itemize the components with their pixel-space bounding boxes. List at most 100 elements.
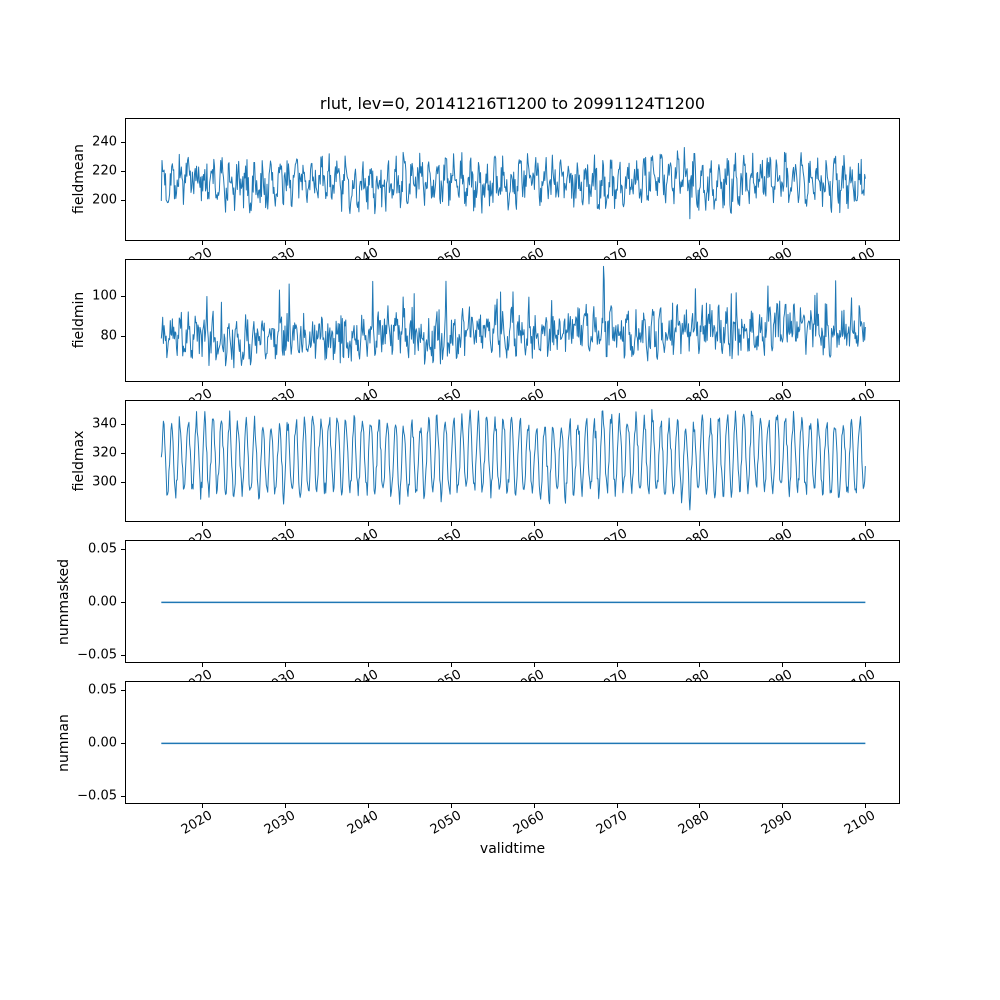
x-tick-label: 2100 bbox=[842, 808, 879, 838]
y-tick-mark bbox=[121, 481, 125, 483]
line-series-fieldmean bbox=[126, 119, 901, 242]
y-tick-mark bbox=[121, 452, 125, 454]
x-tick-mark bbox=[698, 522, 700, 527]
y-axis-label-fieldmean: fieldmean bbox=[71, 144, 88, 215]
x-tick-mark bbox=[450, 663, 452, 668]
line-series-fieldmin bbox=[126, 259, 901, 383]
x-tick-label: 2020 bbox=[178, 808, 216, 838]
y-tick-mark bbox=[121, 295, 125, 297]
chart-title: rlut, lev=0, 20141216T1200 to 20991124T1… bbox=[319, 94, 706, 113]
y-tick-label: −0.05 bbox=[77, 647, 117, 663]
y-tick-label: 0.00 bbox=[88, 735, 117, 751]
x-tick-mark bbox=[450, 381, 452, 386]
x-tick-mark bbox=[284, 804, 286, 808]
y-tick-label: 300 bbox=[92, 474, 117, 490]
y-tick-mark bbox=[121, 335, 125, 337]
y-axis-label-nummasked: nummasked bbox=[56, 558, 73, 645]
x-tick-mark bbox=[533, 522, 535, 527]
x-tick-mark bbox=[781, 804, 783, 808]
line-series-nummasked bbox=[126, 541, 901, 665]
x-tick-mark bbox=[864, 240, 866, 245]
x-tick-label: 2090 bbox=[759, 808, 796, 838]
subplot-fieldmin bbox=[125, 258, 901, 383]
x-tick-mark bbox=[781, 240, 783, 245]
x-tick-mark bbox=[201, 240, 203, 245]
y-tick-label: 80 bbox=[100, 328, 117, 344]
y-tick-mark bbox=[121, 742, 125, 744]
y-tick-label: 200 bbox=[92, 192, 117, 208]
x-tick-label: 2060 bbox=[510, 808, 547, 838]
x-tick-mark bbox=[781, 381, 783, 386]
y-tick-mark bbox=[121, 423, 125, 425]
x-tick-mark bbox=[201, 804, 203, 808]
x-tick-mark bbox=[616, 804, 618, 808]
y-tick-mark bbox=[121, 601, 125, 603]
y-tick-label: 220 bbox=[92, 163, 117, 179]
y-axis-label-fieldmin: fieldmin bbox=[71, 291, 88, 349]
line-series-numnan bbox=[126, 682, 901, 805]
x-tick-mark bbox=[698, 804, 700, 808]
x-tick-mark bbox=[616, 663, 618, 668]
y-tick-label: 320 bbox=[92, 445, 117, 461]
x-tick-mark bbox=[781, 663, 783, 668]
y-tick-mark bbox=[121, 654, 125, 656]
x-tick-mark bbox=[284, 240, 286, 245]
x-tick-mark bbox=[201, 381, 203, 386]
x-tick-label: 2030 bbox=[261, 808, 298, 838]
x-tick-mark bbox=[367, 804, 369, 808]
y-tick-label: 340 bbox=[92, 416, 117, 432]
subplot-fieldmax bbox=[125, 399, 901, 524]
y-tick-mark bbox=[121, 689, 125, 691]
y-tick-label: 100 bbox=[92, 288, 117, 304]
x-tick-mark bbox=[698, 663, 700, 668]
y-tick-label: 0.05 bbox=[88, 541, 117, 557]
x-tick-mark bbox=[616, 522, 618, 527]
y-tick-label: 0.00 bbox=[88, 594, 117, 610]
x-tick-label: 2080 bbox=[676, 808, 713, 838]
x-tick-mark bbox=[367, 663, 369, 668]
y-tick-mark bbox=[121, 141, 125, 143]
x-tick-mark bbox=[698, 240, 700, 245]
x-tick-label: 2040 bbox=[344, 808, 381, 838]
y-tick-mark bbox=[121, 795, 125, 797]
x-tick-mark bbox=[284, 663, 286, 668]
x-tick-mark bbox=[616, 240, 618, 245]
y-tick-mark bbox=[121, 548, 125, 550]
y-tick-mark bbox=[121, 199, 125, 201]
x-tick-mark bbox=[367, 522, 369, 527]
x-tick-label: 2070 bbox=[593, 808, 630, 838]
y-tick-label: 240 bbox=[92, 134, 117, 150]
y-tick-label: 0.05 bbox=[88, 682, 117, 698]
y-tick-mark bbox=[121, 170, 125, 172]
x-tick-mark bbox=[533, 240, 535, 245]
x-tick-mark bbox=[616, 381, 618, 386]
y-tick-label: −0.05 bbox=[77, 788, 117, 804]
x-tick-mark bbox=[864, 381, 866, 386]
x-tick-mark bbox=[201, 522, 203, 527]
x-tick-mark bbox=[533, 381, 535, 386]
x-tick-mark bbox=[864, 804, 866, 808]
subplot-fieldmean bbox=[125, 118, 901, 242]
x-tick-mark bbox=[864, 663, 866, 668]
x-tick-mark bbox=[367, 240, 369, 245]
y-axis-label-numnan: numnan bbox=[56, 713, 73, 772]
x-tick-mark bbox=[284, 381, 286, 386]
x-axis-label: validtime bbox=[479, 841, 546, 857]
x-tick-mark bbox=[533, 804, 535, 808]
x-tick-mark bbox=[284, 522, 286, 527]
x-tick-mark bbox=[864, 522, 866, 527]
subplot-nummasked bbox=[125, 540, 901, 665]
line-series-fieldmax bbox=[126, 400, 901, 524]
x-tick-mark bbox=[201, 663, 203, 668]
x-tick-mark bbox=[367, 381, 369, 386]
x-tick-mark bbox=[698, 381, 700, 386]
x-tick-mark bbox=[450, 240, 452, 245]
y-axis-label-fieldmax: fieldmax bbox=[71, 430, 88, 492]
x-tick-mark bbox=[533, 663, 535, 668]
x-tick-label: 2050 bbox=[427, 808, 464, 838]
x-tick-mark bbox=[450, 522, 452, 527]
x-tick-mark bbox=[450, 804, 452, 808]
x-tick-mark bbox=[781, 522, 783, 527]
subplot-numnan bbox=[125, 681, 901, 805]
